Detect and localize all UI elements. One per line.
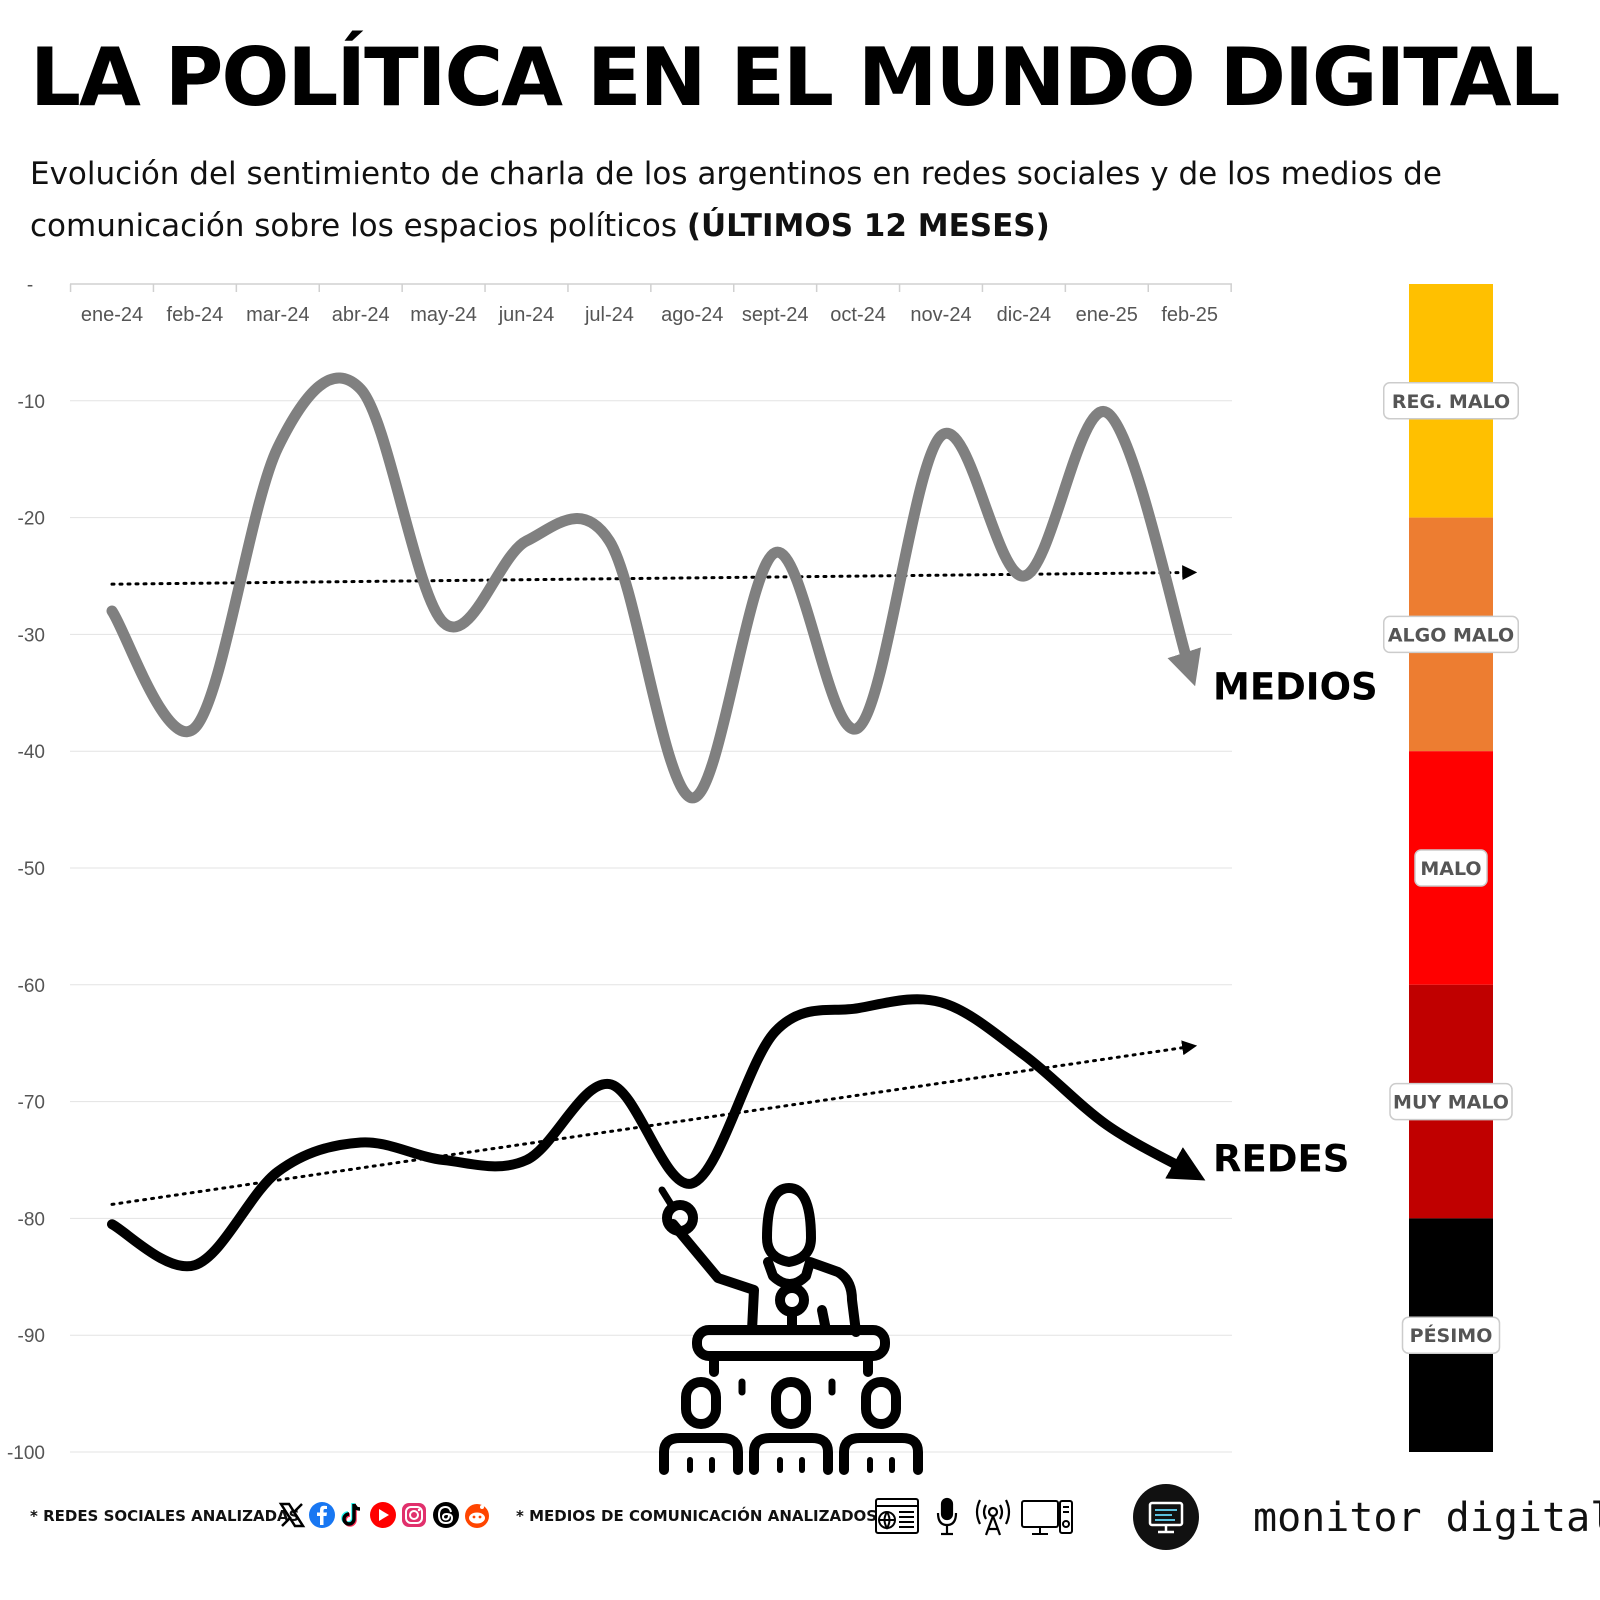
- speaker-head: [762, 1183, 816, 1267]
- scale-label: PÉSIMO: [1410, 1324, 1493, 1347]
- trendline-redes: [110, 1040, 1198, 1206]
- x-tick-label: ene-24: [81, 304, 143, 326]
- scale-label-box: [1414, 849, 1488, 887]
- subtitle-period: (ÚLTIMOS 12 MESES): [686, 208, 1050, 244]
- series-labels: MEDIOS REDES: [1213, 665, 1378, 1180]
- x-tick-label: oct-24: [830, 304, 886, 326]
- sentiment-scale-legend: REG. MALO ALGO MALO MALO MUY MALO PÉSIMO: [1383, 284, 1519, 1452]
- y-tick-label: -100: [7, 1443, 45, 1464]
- speaker-podium-illustration: [658, 1183, 923, 1475]
- scale-label: MALO: [1420, 858, 1481, 880]
- y-axis-ticks: - -10 -20 -30 -40 -50 -60 -70 -80 -90 -100: [7, 275, 45, 1464]
- x-tick-label: dic-24: [997, 304, 1051, 326]
- x-tick-label: abr-24: [332, 304, 390, 326]
- y-tick-label: -70: [18, 1093, 45, 1114]
- y-tick-label: -60: [18, 976, 45, 997]
- x-tick-label: sept-24: [742, 304, 809, 326]
- sentiment-line-chart: - -10 -20 -30 -40 -50 -60 -70 -80 -90 -100 ene-24 f…: [7, 275, 1519, 1475]
- y-tick-label: -40: [18, 742, 45, 763]
- scale-label-box: [1389, 1082, 1513, 1121]
- y-tick-label: -80: [18, 1209, 45, 1230]
- threads-icon: [433, 1502, 459, 1528]
- trendlines: [110, 565, 1198, 1206]
- x-tick-label: may-24: [410, 304, 477, 326]
- scale-label-box: [1401, 1316, 1501, 1354]
- social-networks-label: * REDES SOCIALES ANALIZADAS: [30, 1507, 300, 1525]
- speaker-hand: [662, 1200, 698, 1236]
- reddit-icon: [465, 1504, 489, 1528]
- series-line-redes: [107, 994, 1206, 1272]
- x-tick-label: jul-24: [584, 304, 634, 326]
- scale-label: REG. MALO: [1392, 391, 1510, 413]
- x-tick-label: feb-24: [167, 304, 224, 326]
- y-tick-label: -90: [18, 1326, 45, 1347]
- gridlines: [70, 283, 1232, 1453]
- y-tick-label: -: [27, 275, 33, 296]
- scale-label-box: [1383, 615, 1519, 654]
- y-tick-label: -30: [18, 625, 45, 646]
- subtitle-text: Evolución del sentimiento de charla de l…: [30, 156, 1442, 244]
- microphone-icon: [936, 1497, 958, 1536]
- y-tick-label: -20: [18, 509, 45, 530]
- x-tick-label: ene-25: [1076, 304, 1138, 326]
- facebook-icon: [309, 1502, 335, 1528]
- brand-name: monitor digital: [1253, 1495, 1600, 1541]
- scale-label: ALGO MALO: [1388, 624, 1514, 646]
- newspaper-icon: [875, 1498, 919, 1534]
- x-tick-label: feb-25: [1161, 304, 1218, 326]
- podium: [692, 1325, 890, 1361]
- page-title: LA POLÍTICA EN EL MUNDO DIGITAL: [30, 31, 1561, 124]
- media-outlets-label: * MEDIOS DE COMUNICACIÓN ANALIZADOS: [516, 1507, 878, 1525]
- youtube-icon: [370, 1502, 396, 1528]
- monitor-digital-logo-icon: [1133, 1484, 1199, 1550]
- scale-label-box: [1383, 382, 1519, 420]
- tv-monitor-icon: [1021, 1500, 1073, 1535]
- y-tick-label: -10: [18, 392, 45, 413]
- microphone: [775, 1283, 809, 1333]
- speaker-body: [668, 1219, 861, 1337]
- instagram-icon: [402, 1503, 426, 1527]
- x-tick-label: ago-24: [661, 304, 723, 326]
- x-axis-ticks: ene-24 feb-24 mar-24 abr-24 may-24 jun-24 jul-…: [69, 284, 1232, 326]
- tiktok-icon: [341, 1503, 361, 1527]
- x-tick-label: nov-24: [910, 304, 971, 326]
- footer: * REDES SOCIALES ANALIZADAS * MEDIOS DE …: [0, 1484, 1600, 1600]
- x-tick-label: mar-24: [246, 304, 309, 326]
- series-line-medios: [106, 372, 1202, 804]
- series-label-medios: MEDIOS: [1213, 665, 1378, 708]
- trendline-medios: [110, 565, 1198, 586]
- series-lines: [106, 372, 1206, 1272]
- series-label-redes: REDES: [1213, 1138, 1349, 1181]
- x-icon: [278, 1502, 306, 1528]
- page-subtitle: Evolución del sentimiento de charla de l…: [30, 148, 1550, 252]
- y-tick-label: -50: [18, 859, 45, 880]
- audience: [659, 1377, 923, 1475]
- scale-label: MUY MALO: [1393, 1092, 1509, 1114]
- speaker-pointer: [658, 1186, 676, 1210]
- radio-antenna-icon: [975, 1499, 1011, 1536]
- x-tick-label: jun-24: [498, 304, 555, 326]
